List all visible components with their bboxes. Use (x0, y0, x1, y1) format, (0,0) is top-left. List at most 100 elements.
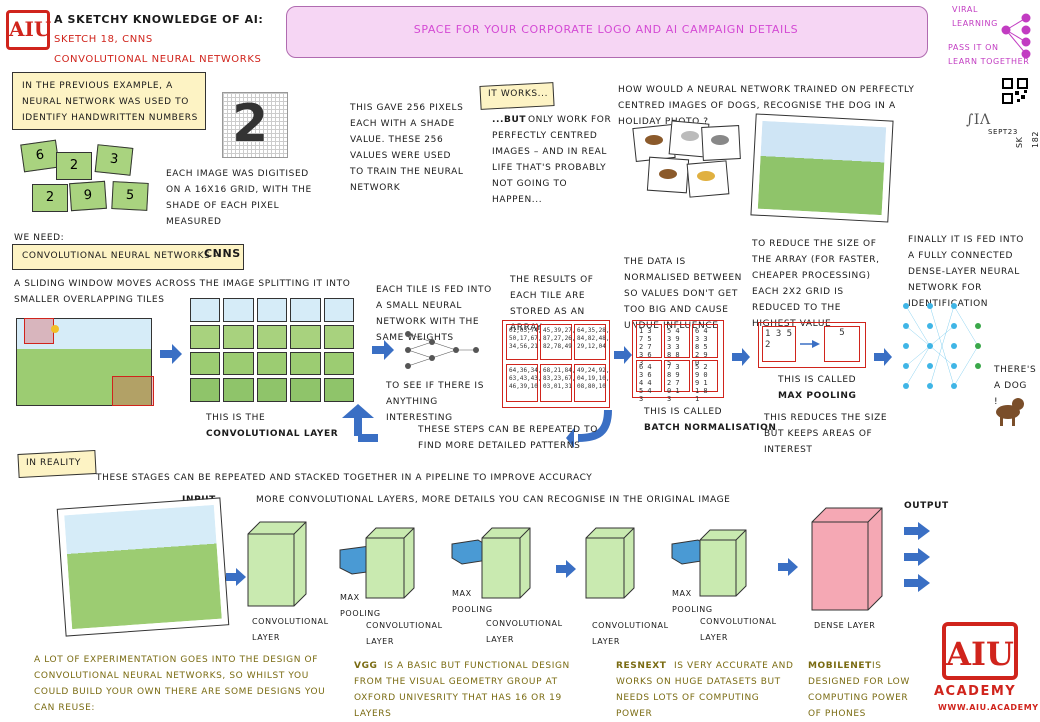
output-arrows-icon (904, 522, 930, 592)
digit-card: 5 (111, 181, 149, 211)
conv-layer-label: CONVOLUTIONAL LAYER (206, 429, 339, 439)
batch-label: BATCH NORMALISATION (644, 423, 777, 433)
maxpool-small-label: MAX POOLING (672, 589, 713, 614)
flow-arrow-icon (160, 344, 182, 364)
dog-icon (996, 398, 1024, 426)
dog-icons (645, 131, 729, 181)
interesting-text: TO SEE IF THERE IS ANYTHING INTERESTING (386, 381, 485, 423)
viral-3: PASS IT ON (948, 43, 999, 52)
norm-cell: 6 4 3 6 4 4 5 4 3 (636, 360, 662, 403)
pool-arrow-icon (800, 340, 820, 348)
corporate-banner (286, 6, 928, 58)
norm-cell: 1 3 7 5 2 7 3 6 3 (636, 324, 662, 367)
we-need-label: WE NEED: (14, 233, 65, 243)
grid-digit: 2 (232, 94, 269, 154)
pixels-text: THIS GAVE 256 PIXELS EACH WITH A SHADE V… (350, 103, 464, 193)
maxpool-small-label: MAX POOLING (452, 589, 493, 614)
array-block (502, 320, 610, 408)
array-cell: 68,21,84, 83,23,67, 03,01,31 (540, 364, 576, 402)
sliding-text: A SLIDING WINDOW MOVES ACROSS THE IMAGE … (14, 279, 351, 305)
farm-image (16, 318, 152, 406)
but-label: ...BUT (492, 115, 527, 125)
dense-network-icon (903, 303, 981, 389)
norm-cell: 7 3 8 9 2 7 0 1 3 (664, 360, 690, 403)
it-works-label: IT WORKS... (488, 89, 549, 99)
digit-card: 9 (69, 180, 107, 212)
pipeline-arrow-icon (778, 558, 798, 576)
viral-4: LEARN TOGETHER (948, 57, 1030, 66)
array-cell: 49,24,92, 04,19,10, 08,80,10 (574, 364, 610, 402)
digit-grid (222, 92, 288, 158)
norm-cell: 5 2 9 0 9 1 1 8 1 (692, 360, 718, 403)
dog-found-text: THERE'S A DOG ! (994, 365, 1037, 407)
conv-label: CONVOLUTIONAL LAYER (252, 617, 329, 642)
repeat-arrow-icon (342, 404, 612, 448)
vgg-name: VGG (354, 661, 378, 671)
conv-label: CONVOLUTIONAL LAYER (486, 619, 563, 644)
flow-arrow-icon (874, 348, 892, 366)
but-text: ONLY WORK FOR PERFECTLY CENTRED IMAGES –… (492, 115, 612, 205)
norm-cell: 6 4 3 3 8 5 2 9 0 (692, 324, 718, 367)
pool-block (758, 322, 866, 368)
vgg-text: IS A BASIC BUT FUNCTIONAL DESIGN FROM TH… (354, 661, 570, 719)
pipeline-arrow-icon (556, 560, 576, 578)
stacked-text: THESE STAGES CAN BE REPEATED AND STACKED… (96, 473, 593, 483)
series-title: A SKETCHY KNOWLEDGE OF AI: (54, 13, 264, 26)
array-cell: 01,03,74, 50,17,67, 34,56,21 (506, 324, 542, 360)
maxpool-label: MAX POOLING (778, 391, 857, 401)
reality-label: IN REALITY (26, 458, 82, 468)
aiu-logo-small: AIU (6, 10, 51, 50)
academy-url: WWW.AIU.ACADEMY (938, 703, 1039, 712)
cnn-label: CONVOLUTIONAL NEURAL NETWORKS – (22, 251, 219, 261)
signature: ∫ιλ (966, 112, 991, 128)
input-photo (56, 497, 230, 637)
viral-1: VIRAL (952, 5, 978, 14)
conv-label: CONVOLUTIONAL LAYER (366, 621, 443, 646)
page-subtitle: CONVOLUTIONAL NEURAL NETWORKS (54, 54, 262, 65)
batch-pre: THIS IS CALLED (644, 407, 723, 417)
qr-code-icon (1002, 78, 1028, 104)
conv-block (365, 527, 415, 599)
sketch-ref: SK 182 (1015, 130, 1040, 148)
conv-block (585, 527, 635, 599)
sun-icon (51, 325, 59, 333)
previous-example-text: IN THE PREVIOUS EXAMPLE, A NEURAL NETWOR… (22, 81, 198, 123)
digit-card: 3 (94, 144, 134, 176)
digit-card: 2 (56, 152, 92, 180)
normalised-text: THE DATA IS NORMALISED BETWEEN SO VALUES… (624, 257, 743, 331)
tile-fed-text: EACH TILE IS FED INTO A SMALL NEURAL NET… (376, 285, 492, 343)
output-label: OUTPUT (904, 501, 949, 511)
reduce-text: TO REDUCE THE SIZE OF THE ARRAY (FOR FAS… (752, 239, 880, 329)
sketch-date: SEPT23 (988, 128, 1018, 136)
pool-output: 5 (824, 326, 860, 362)
conv-block (481, 527, 531, 599)
resnext-name: RESNEXT (616, 661, 667, 671)
resnext-text: IS VERY ACCURATE AND WORKS ON HUGE DATAS… (616, 661, 794, 719)
mobilenet-name: MOBILENET (808, 661, 872, 671)
viral-2: LEARNING (952, 19, 998, 28)
finally-text: FINALLY IT IS FED INTO A FULLY CONNECTED… (908, 235, 1024, 309)
sketch-number: SKETCH 18, CNNs (54, 34, 153, 45)
flow-arrow-icon (372, 340, 394, 360)
norm-block (632, 320, 724, 398)
conv-label: CONVOLUTIONAL LAYER (592, 621, 669, 646)
previous-example-box (12, 72, 206, 130)
maxpool-small-label: MAX POOLING (340, 593, 381, 618)
conv-block (247, 521, 307, 607)
question-text: HOW WOULD A NEURAL NETWORK TRAINED ON PE… (618, 85, 915, 127)
academy-label: ACADEMY (934, 684, 1017, 699)
results-text: THE RESULTS OF EACH TILE ARE STORED AS A… (510, 275, 594, 333)
pipeline-arrow-icon (226, 568, 246, 586)
cnn-abbr: CNNs (204, 247, 241, 260)
digit-card: 6 (20, 139, 60, 173)
conv-layer-pre: THIS IS THE (206, 413, 266, 423)
mobilenet-text: IS DESIGNED FOR LOW COMPUTING POWER OF P… (808, 661, 910, 719)
small-network-icon (405, 331, 479, 369)
aiu-logo-large: AIU (942, 622, 1018, 680)
norm-cell: 5 4 3 9 3 3 8 8 5 (664, 324, 690, 367)
share-network-icon (1001, 13, 1031, 59)
keeps-text: THIS REDUCES THE SIZE BUT KEEPS AREAS OF… (764, 413, 888, 455)
array-cell: 45,39,27, 87,27,26, 82,78,49 (540, 324, 576, 360)
sliding-window (24, 318, 54, 344)
dense-label: DENSE LAYER (814, 621, 876, 630)
